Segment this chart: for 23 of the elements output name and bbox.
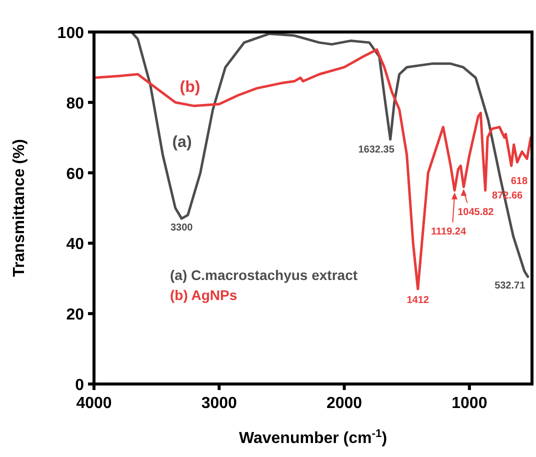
x-tick-label: 2000	[326, 395, 362, 412]
y-tick-label: 60	[66, 166, 84, 183]
annotation: (b)	[180, 79, 200, 96]
y-axis-title: Transmittance (%)	[11, 139, 28, 277]
x-tick-label: 1000	[452, 395, 488, 412]
y-tick-label: 100	[57, 25, 84, 42]
text: (a) C.macrostachyus extract	[170, 267, 358, 283]
y-tick-label: 20	[66, 306, 84, 324]
text: (b) AgNPs	[170, 287, 238, 303]
annotation: 1632.35	[358, 144, 395, 156]
x-tick-label: 4000	[76, 395, 112, 412]
x-axis-title: Wavenumber (cm$^{-1}$)	[238, 428, 388, 447]
annotation: 618	[510, 176, 528, 188]
y-tick-label: 0	[75, 377, 84, 394]
annotation: (a)	[172, 134, 192, 151]
y-tick-label: 40	[66, 236, 84, 254]
annotation: 532.71	[494, 280, 526, 292]
annotation: 3300	[170, 222, 194, 234]
y-tick-label: 80	[66, 95, 84, 112]
annotation: 1045.82	[458, 206, 494, 218]
annotation: 1412	[406, 294, 430, 306]
x-tick-label: 3000	[201, 395, 238, 412]
annotation: 1119.24	[431, 226, 466, 238]
